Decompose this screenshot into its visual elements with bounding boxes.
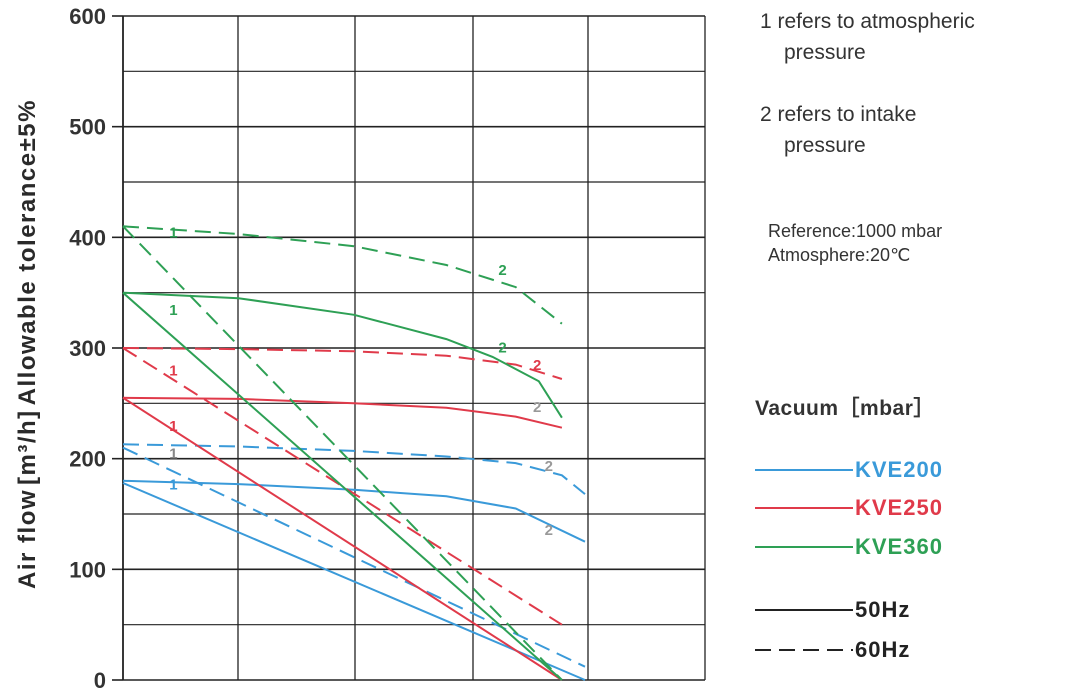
curve-label-1: 1 [169,477,177,494]
legend-label-60hz: 60Hz [855,637,911,662]
legend-label-kve360: KVE360 [855,534,943,559]
y-axis-label: Air flow [m³/h] Allowable tolerance±5% [8,0,48,688]
curve-label-1: 1 [169,224,177,241]
legend-item-50hz: 50Hz [755,597,910,623]
y-tick-label: 400 [69,225,106,250]
reference-line2: Atmosphere:20℃ [768,245,911,265]
curve-label-2: 2 [533,399,541,416]
curve-label-2: 2 [498,339,506,356]
legend-swatch-50hz [755,609,853,611]
reference-conditions: Reference:1000 mbar Atmosphere:20℃ [768,219,942,267]
y-tick-label: 500 [69,115,106,140]
y-tick-label: 200 [69,447,106,472]
series-line-kve360-60hz-curve1 [122,225,563,681]
legend-swatch-kve200 [755,469,853,471]
series-line-kve360-50hz-curve1 [122,291,563,681]
legend-item-kve250: KVE250 [755,495,943,521]
legend-item-kve360: KVE360 [755,534,943,560]
series-line-kve200-50hz-curve1 [122,482,586,681]
legend-label-kve200: KVE200 [855,457,943,482]
y-axis-label-part-1: Air flow [14,488,41,589]
series-line-kve250-60hz-curve2 [122,347,563,380]
curve-label-1: 1 [169,363,177,380]
note-intake-line1: 2 refers to intake [760,103,917,126]
legend-swatch-60hz [755,649,853,651]
legend-swatch-kve250 [755,507,853,509]
y-tick-label: 600 [69,4,106,29]
legend-swatch-kve360 [755,546,853,548]
series-line-kve200-50hz-curve2 [122,479,586,543]
curve-label-1: 1 [169,446,177,463]
note-atmospheric-line2: pressure [784,41,866,64]
y-axis-label-part-2: [m³/h] [14,409,41,485]
series-line-kve250-50hz-curve1 [122,396,563,681]
series-line-kve200-60hz-curve2 [122,443,586,495]
legend-item-60hz: 60Hz [755,637,910,663]
legend-label-kve250: KVE250 [855,495,943,520]
curve-label-1: 1 [169,302,177,319]
curve-label-1: 1 [169,418,177,435]
note-intake: 2 refers to intake pressure [760,99,1065,161]
y-tick-label: 300 [69,336,106,361]
legend-label-50hz: 50Hz [855,597,911,622]
chart-series [122,225,586,681]
series-line-kve250-50hz-curve2 [122,396,563,429]
y-tick-label: 0 [94,668,106,688]
curve-annotations: 1 1 1 1 1 1 2 2 2 2 2 2 [169,224,553,539]
note-atmospheric-line1: 1 refers to atmospheric [760,10,975,33]
legend-item-kve200: KVE200 [755,457,943,483]
y-axis-label-part-3: Allowable tolerance±5% [14,99,41,406]
series-line-kve360-60hz-curve2 [122,225,563,325]
curve-label-2: 2 [498,262,506,279]
airflow-chart: 0 100 200 300 400 500 600 1 1 1 1 1 1 2 2 2 2 2 2 [69,4,706,688]
series-line-kve250-60hz-curve1 [122,347,563,626]
series-line-kve360-50hz-curve2 [122,291,563,419]
note-intake-line2: pressure [784,134,866,157]
reference-line1: Reference:1000 mbar [768,221,943,241]
curve-label-2: 2 [533,357,541,374]
y-tick-label: 100 [69,557,106,582]
curve-label-2: 2 [545,458,553,475]
y-tick-labels: 0 100 200 300 400 500 600 [69,4,123,688]
curve-label-2: 2 [545,522,553,539]
notes-panel: 1 refers to atmospheric pressure 2 refer… [760,6,1065,161]
note-atmospheric: 1 refers to atmospheric pressure [760,6,1065,68]
legend-title: Vacuum［mbar］ [755,397,935,420]
series-line-kve200-60hz-curve1 [122,446,586,668]
